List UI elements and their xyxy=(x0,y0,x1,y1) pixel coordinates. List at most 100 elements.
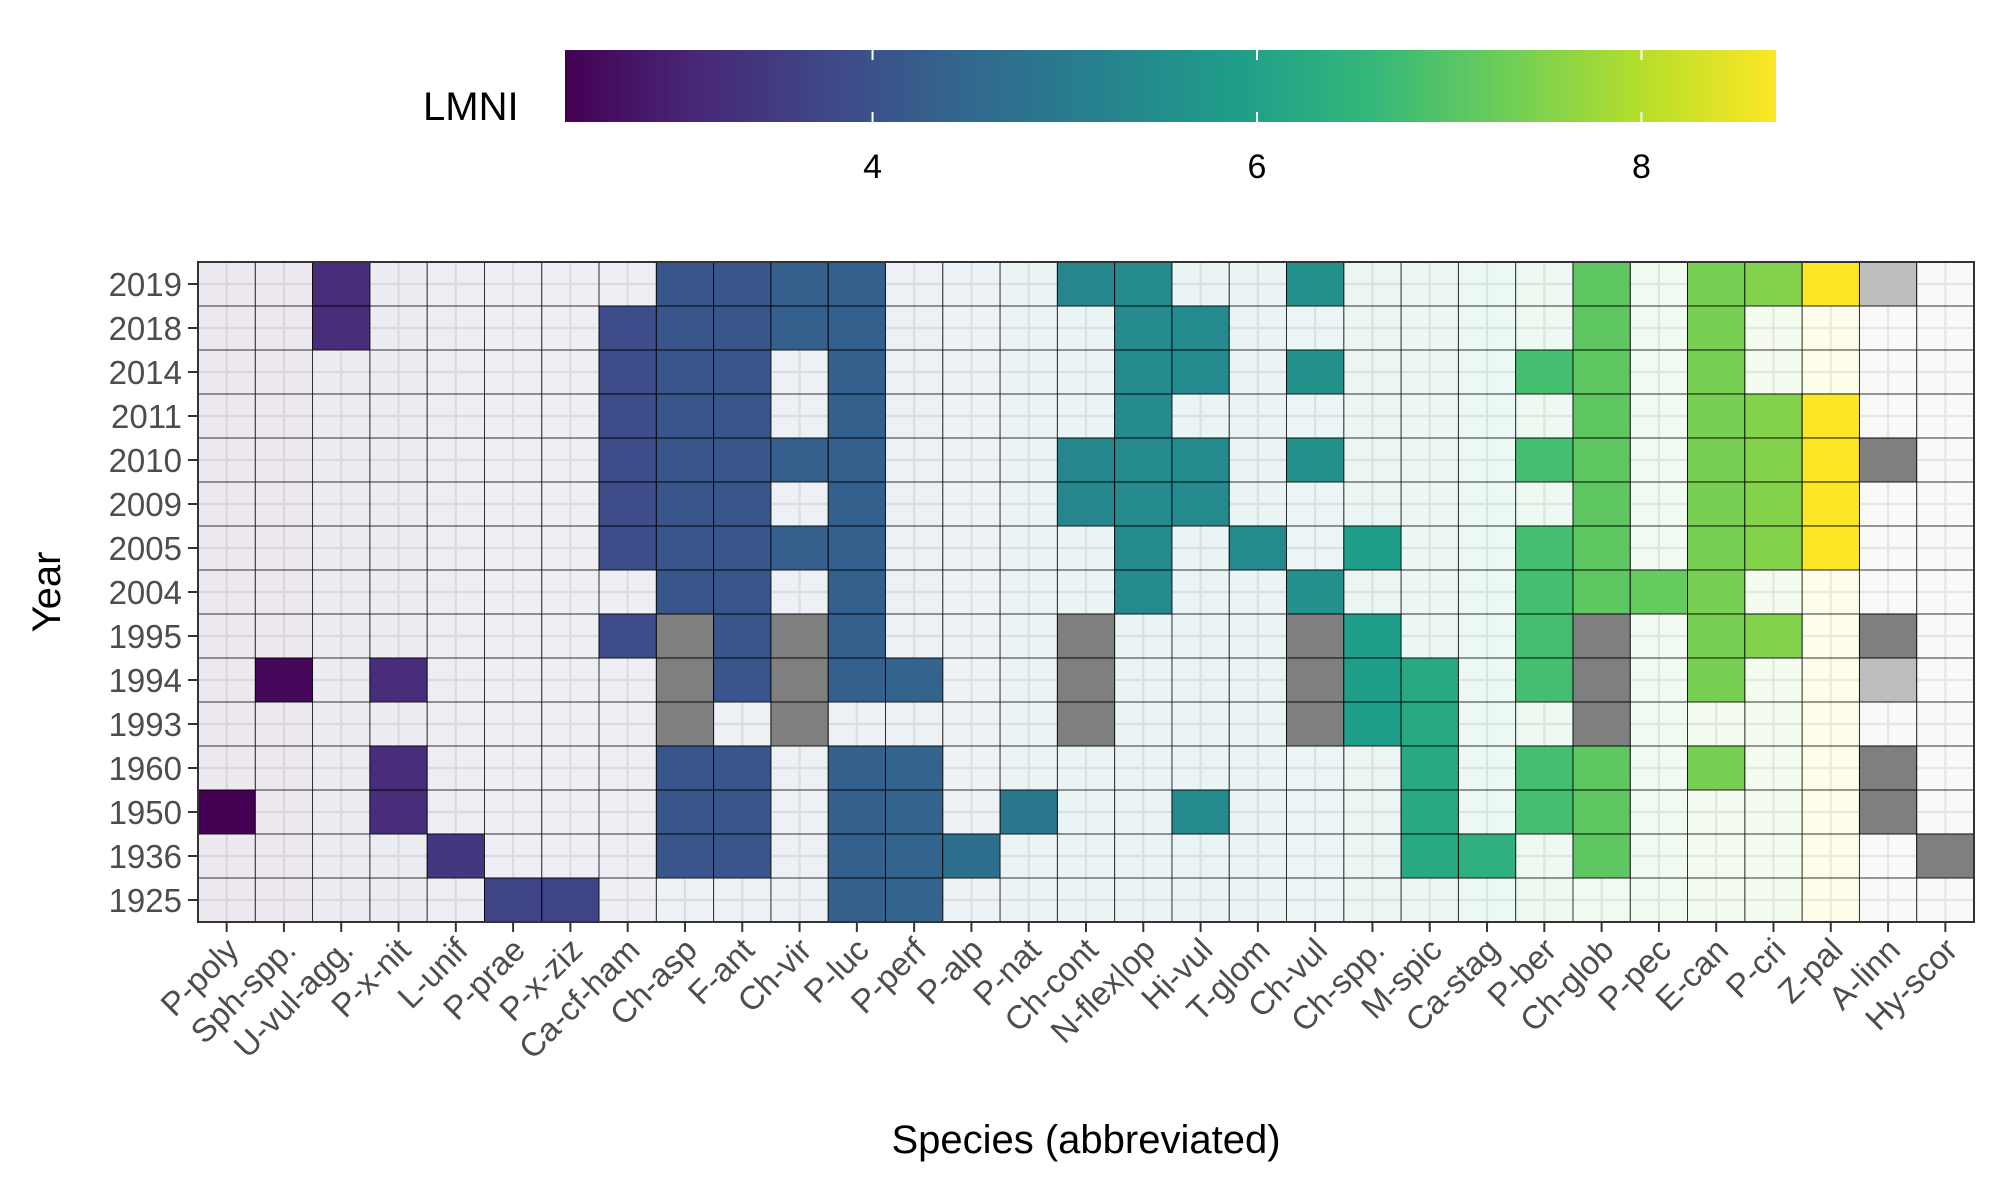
heatmap-cell xyxy=(598,833,657,879)
heatmap-cell xyxy=(598,657,657,703)
heatmap-cell xyxy=(1286,525,1345,571)
heatmap-cell xyxy=(1572,349,1631,395)
heatmap-cell xyxy=(312,437,371,483)
heatmap-cell xyxy=(1286,393,1345,439)
heatmap-cell xyxy=(312,393,371,439)
heatmap-cell xyxy=(1801,657,1860,703)
heatmap-cell xyxy=(1515,481,1574,527)
heatmap-cell xyxy=(1744,745,1803,791)
heatmap-cell xyxy=(312,525,371,571)
heatmap-cell xyxy=(1687,789,1746,835)
heatmap-cell xyxy=(655,569,715,615)
heatmap-cell xyxy=(312,349,371,395)
heatmap-cell xyxy=(312,657,371,703)
y-axis: 2019 2018 2014 2011 2010 2009 2005 2004 1995 1994… xyxy=(109,266,198,919)
heatmap-cell xyxy=(1114,481,1173,527)
heatmap-cell xyxy=(770,745,829,791)
heatmap-cell xyxy=(942,877,1001,923)
heatmap-cell xyxy=(254,789,314,835)
heatmap-cell xyxy=(1515,745,1574,791)
heatmap-cell xyxy=(197,349,256,395)
heatmap-cell xyxy=(484,525,543,571)
colorbar-ticks: 4 6 8 xyxy=(863,50,1651,186)
heatmap-cell xyxy=(999,305,1058,351)
heatmap-cell xyxy=(1228,305,1287,351)
heatmap-cell xyxy=(1343,437,1402,483)
heatmap-cell xyxy=(1916,657,1975,703)
heatmap-cell xyxy=(1572,437,1631,483)
heatmap-cell xyxy=(1171,657,1230,703)
heatmap-cell xyxy=(999,877,1058,923)
heatmap-cell xyxy=(426,261,485,307)
heatmap-cell xyxy=(426,349,485,395)
heatmap-cell xyxy=(1687,481,1746,527)
heatmap-cell xyxy=(484,393,543,439)
heatmap-cell xyxy=(197,261,256,307)
heatmap-cell xyxy=(942,481,1001,527)
y-tick-label: 2009 xyxy=(109,486,182,523)
heatmap-cell xyxy=(1515,789,1574,835)
heatmap-cell xyxy=(1056,833,1116,879)
heatmap-cell xyxy=(1457,877,1517,923)
heatmap-cell xyxy=(484,789,543,835)
heatmap-cell xyxy=(999,481,1058,527)
heatmap-cell xyxy=(1056,745,1116,791)
heatmap-cell xyxy=(197,833,256,879)
heatmap-cell xyxy=(1629,393,1688,439)
heatmap-cell xyxy=(1343,393,1402,439)
heatmap-cell xyxy=(1171,437,1230,483)
heatmap-cell xyxy=(1114,305,1173,351)
heatmap-cell xyxy=(1744,481,1803,527)
heatmap-cell xyxy=(713,437,772,483)
heatmap-cell xyxy=(1286,789,1345,835)
heatmap-cell xyxy=(1114,613,1173,659)
heatmap-cell xyxy=(1858,613,1918,659)
heatmap-cell xyxy=(1801,393,1860,439)
heatmap-cell xyxy=(1916,613,1975,659)
heatmap-cell xyxy=(598,569,657,615)
heatmap-cell xyxy=(999,349,1058,395)
heatmap-cell xyxy=(426,613,485,659)
heatmap-cell xyxy=(1056,789,1116,835)
heatmap-cell xyxy=(426,305,485,351)
heatmap-cell xyxy=(1687,569,1746,615)
heatmap-cell xyxy=(541,833,600,879)
heatmap-cell xyxy=(1801,789,1860,835)
heatmap-cell xyxy=(254,437,314,483)
heatmap-cell xyxy=(197,877,256,923)
heatmap-cell xyxy=(1858,745,1918,791)
heatmap-cell xyxy=(1801,613,1860,659)
heatmap-cell xyxy=(1400,305,1459,351)
heatmap-cell xyxy=(369,393,428,439)
heatmap-cell xyxy=(369,437,428,483)
heatmap-cell xyxy=(1114,877,1173,923)
heatmap-cell xyxy=(713,393,772,439)
heatmap-cell xyxy=(713,481,772,527)
heatmap-cell xyxy=(827,613,886,659)
heatmap-cell xyxy=(1457,437,1517,483)
heatmap-cell xyxy=(598,745,657,791)
heatmap-cell xyxy=(484,701,543,747)
heatmap-cell xyxy=(827,437,886,483)
heatmap-cell xyxy=(1457,569,1517,615)
heatmap-cell xyxy=(827,305,886,351)
heatmap-cell xyxy=(598,393,657,439)
heatmap-cell xyxy=(1572,261,1631,307)
heatmap-cell xyxy=(254,393,314,439)
heatmap-cell xyxy=(1629,481,1688,527)
heatmap-cell xyxy=(1801,833,1860,879)
heatmap-cell xyxy=(484,613,543,659)
heatmap-cell xyxy=(655,657,715,703)
heatmap-cell xyxy=(1572,393,1631,439)
heatmap-cell xyxy=(369,305,428,351)
heatmap-cell xyxy=(770,437,829,483)
heatmap-cell xyxy=(1515,393,1574,439)
heatmap-cell xyxy=(942,305,1001,351)
heatmap-cell xyxy=(885,261,944,307)
heatmap-cell xyxy=(197,613,256,659)
heatmap-cell xyxy=(254,525,314,571)
heatmap-cell xyxy=(541,745,600,791)
heatmap-cell xyxy=(770,305,829,351)
heatmap-cell xyxy=(1400,525,1459,571)
heatmap-cell xyxy=(1228,789,1287,835)
